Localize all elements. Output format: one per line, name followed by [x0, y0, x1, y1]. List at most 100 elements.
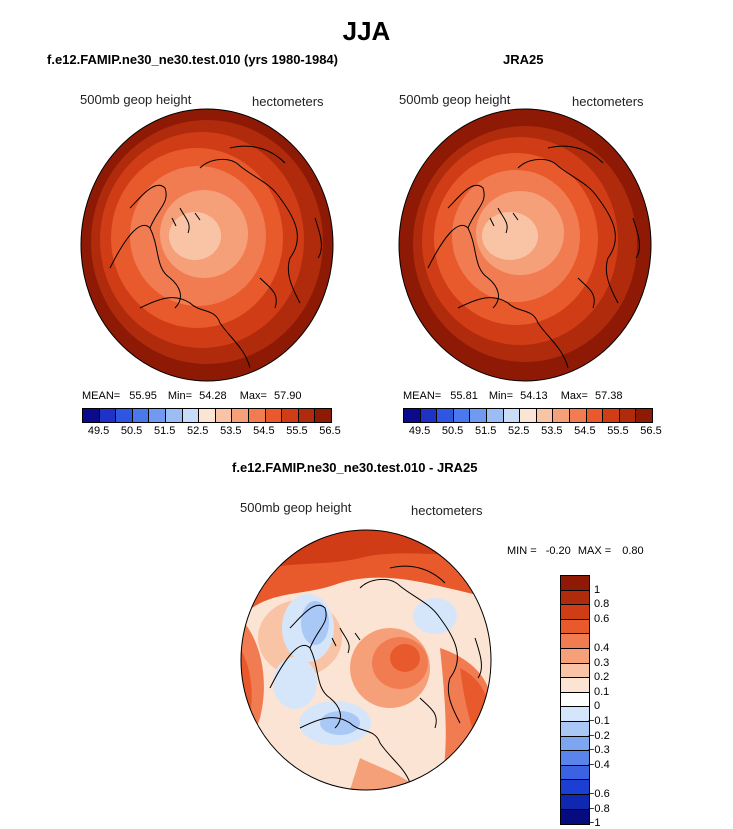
- mean-label: MEAN=: [82, 390, 121, 402]
- colorbar-swatch: [569, 409, 587, 422]
- colorbar-swatch: [165, 409, 183, 422]
- coastlines: [427, 145, 640, 369]
- mean-value: 55.81: [450, 390, 478, 402]
- panel-2-title: JRA25: [503, 52, 544, 67]
- colorbar-swatch: [586, 409, 604, 422]
- colorbar-swatch: [561, 634, 589, 649]
- colorbar-swatch: [536, 409, 554, 422]
- colorbar-swatch: [199, 409, 216, 422]
- colorbar-swatch: [561, 678, 589, 693]
- colorbar-swatch: [404, 409, 421, 422]
- panel-1-units-label: hectometers: [252, 94, 324, 109]
- colorbar-tick-label: −0.8: [588, 802, 610, 815]
- colorbar-tick-label: −0.6: [588, 788, 610, 800]
- contour-band-neg-b: [301, 601, 329, 645]
- colorbar-tick-label: 0.2: [594, 671, 610, 684]
- contour-band-0.5-center: [390, 644, 420, 672]
- panel-3-map: [240, 529, 492, 791]
- colorbar-tick-label: 0.3: [594, 656, 610, 669]
- colorbar-swatch: [636, 409, 652, 422]
- panel-2-map: [398, 108, 652, 382]
- colorbar-swatch: [561, 736, 589, 752]
- min-value: 54.13: [520, 390, 548, 402]
- panel-2-variable-label: 500mb geop height: [399, 92, 511, 107]
- panel-3-title: f.e12.FAMIP.ne30_ne30.test.010 - JRA25: [232, 460, 478, 475]
- colorbar-swatch: [248, 409, 266, 422]
- panel-2-stats: MEAN= 55.81 Min= 54.13 Max= 57.38: [403, 390, 623, 402]
- colorbar-swatch: [132, 409, 150, 422]
- colorbar-swatch: [182, 409, 200, 422]
- colorbar-tick-label: −0.1: [588, 715, 610, 727]
- colorbar-swatch: [561, 576, 589, 591]
- mean-label: MEAN=: [403, 390, 442, 402]
- colorbar-tick-label: 56.5: [640, 425, 662, 437]
- colorbar-swatch: [561, 590, 589, 606]
- colorbar-swatch: [561, 721, 589, 737]
- contour-band-53.5: [482, 212, 538, 260]
- colorbar-tick-label: 55.5: [607, 425, 629, 437]
- colorbar-tick-label: 50.5: [441, 425, 464, 437]
- min-value: 54.28: [199, 390, 227, 402]
- colorbar-swatch: [83, 409, 100, 422]
- colorbar-swatch: [553, 409, 570, 422]
- panel-1-title: f.e12.FAMIP.ne30_ne30.test.010 (yrs 1980…: [47, 52, 338, 67]
- panel-1-stats: MEAN= 55.95 Min= 54.28 Max= 57.90: [82, 390, 302, 402]
- colorbar-tick-label: −0.4: [588, 758, 610, 771]
- coastlines: [269, 565, 482, 784]
- colorbar-tick-label: −1: [588, 817, 601, 829]
- colorbar-swatch: [116, 409, 133, 422]
- max-value: 57.90: [273, 390, 302, 402]
- contour-band-neg-f: [413, 598, 457, 634]
- panel-2-units-label: hectometers: [572, 94, 644, 109]
- colorbar-swatch: [603, 409, 620, 422]
- colorbar-swatch: [561, 605, 589, 620]
- colorbar-swatch: [99, 409, 117, 422]
- min-label: MIN =: [507, 545, 537, 557]
- panel-3-colorbar-ticks: 1 0.8 0.6 0.4 0.3 0.2 0.1 0 −0.1 −0.2 −0.3 −0.4 −0.6…: [588, 575, 634, 829]
- colorbar-swatch: [437, 409, 454, 422]
- colorbar-tick-label: 1: [594, 583, 601, 596]
- colorbar-tick-label: 0.8: [594, 598, 610, 611]
- colorbar-swatch: [232, 409, 249, 422]
- map-boundary: [80, 108, 334, 382]
- colorbar-tick-label: 50.5: [120, 425, 143, 437]
- colorbar-swatch: [561, 692, 589, 708]
- colorbar-swatch: [282, 409, 299, 422]
- max-label: Max=: [239, 390, 267, 402]
- min-label: Min=: [167, 390, 193, 402]
- colorbar-tick-label: 53.5: [541, 425, 563, 437]
- colorbar-tick-label: 0: [594, 700, 601, 713]
- colorbar-tick-label: 52.5: [508, 425, 530, 437]
- colorbar-swatch: [561, 751, 589, 766]
- colorbar-tick-label: 0.6: [594, 612, 610, 625]
- main-title: JJA: [342, 16, 391, 46]
- min-label: Min=: [488, 390, 514, 402]
- colorbar-swatch: [265, 409, 283, 422]
- colorbar-tick-label: 0.4: [594, 642, 610, 654]
- colorbar-tick-label: 53.5: [220, 425, 242, 437]
- panel-3-stats: MIN = -0.20 MAX = 0.80: [507, 545, 644, 557]
- min-value: -0.20: [545, 545, 571, 557]
- panel-1-variable-label: 500mb geop height: [80, 92, 192, 107]
- colorbar-swatch: [149, 409, 166, 422]
- panel-3-units-label: hectometers: [411, 503, 483, 518]
- colorbar-tick-label: 55.5: [286, 425, 308, 437]
- colorbar-swatch: [453, 409, 471, 422]
- colorbar-swatch: [561, 707, 589, 722]
- colorbar-swatch: [486, 409, 504, 422]
- colorbar-swatch: [470, 409, 487, 422]
- panel-1-map: [80, 108, 334, 382]
- coastlines: [109, 145, 322, 369]
- panel-2-colorbar-ticks: 49.5 50.5 51.5 52.5 53.5 54.5 55.5 56.5: [403, 425, 662, 439]
- colorbar-swatch: [503, 409, 521, 422]
- max-label: Max=: [560, 390, 588, 402]
- colorbar-swatch: [315, 409, 331, 422]
- colorbar-swatch: [561, 809, 589, 825]
- colorbar-tick-label: 49.5: [87, 425, 110, 437]
- max-value: 57.38: [594, 390, 623, 402]
- colorbar-swatch: [298, 409, 316, 422]
- contour-band-53.5: [169, 212, 221, 260]
- colorbar-swatch: [561, 663, 589, 679]
- colorbar-swatch: [520, 409, 537, 422]
- colorbar-swatch: [561, 619, 589, 635]
